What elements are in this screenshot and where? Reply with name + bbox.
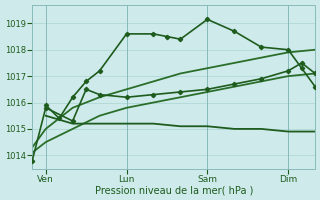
X-axis label: Pression niveau de la mer( hPa ): Pression niveau de la mer( hPa ) [94, 185, 253, 195]
